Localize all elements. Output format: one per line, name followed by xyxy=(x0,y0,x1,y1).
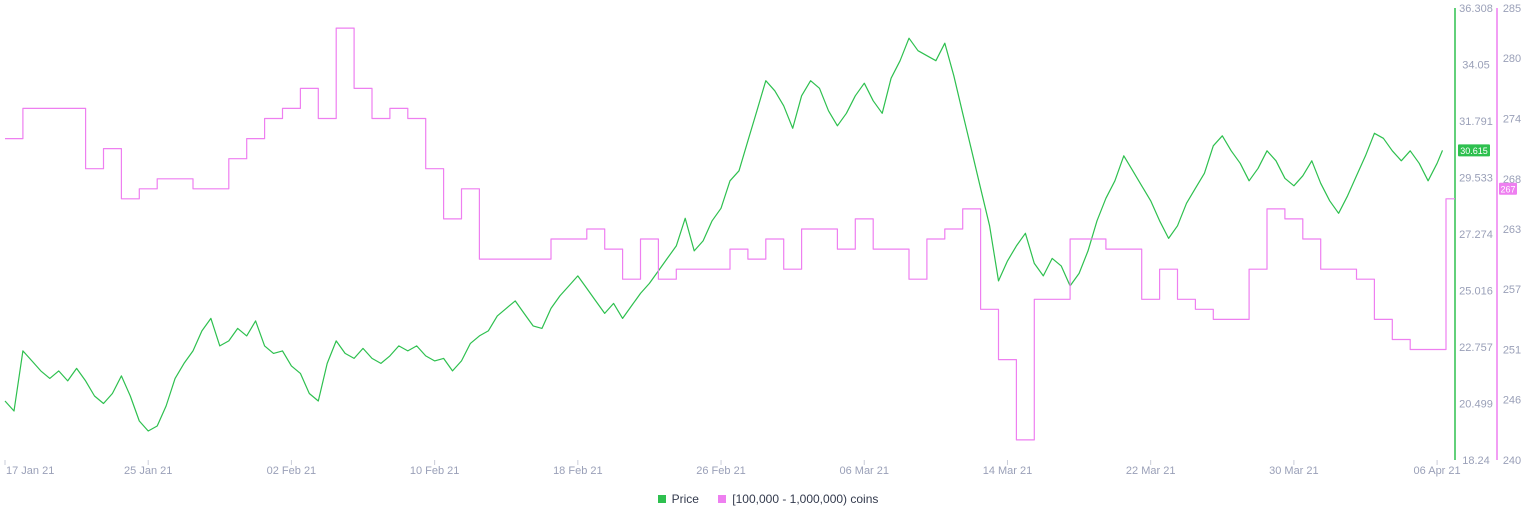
price-tick-label: 29.533 xyxy=(1459,172,1493,184)
series-line-holders xyxy=(5,27,1455,441)
value-badge-label: 30.615 xyxy=(1460,146,1488,156)
holders-tick-label: 280 xyxy=(1503,53,1521,65)
price-axis: 18.24 20.499 22.757 25.016 27.274 29.533 31.79… xyxy=(1454,3,1493,467)
x-tick-label: 30 Mar 21 xyxy=(1269,465,1319,477)
badge-layer: 30.615 267 xyxy=(1458,144,1517,195)
holders-tick-label: 285 xyxy=(1503,3,1521,15)
holders-axis: 240 246 251 257 263 268 274 280 285 xyxy=(1496,3,1521,467)
x-tick-label: 14 Mar 21 xyxy=(983,465,1033,477)
legend-label-holders: [100,000 - 1,000,000) coins xyxy=(732,492,879,506)
legend-item-holders[interactable]: [100,000 - 1,000,000) coins xyxy=(718,492,878,506)
x-tick-label: 26 Feb 21 xyxy=(696,465,746,477)
chart-svg: 17 Jan 21 25 Jan 21 02 Feb 21 10 Feb 21 18 F… xyxy=(4,3,1521,477)
value-badge-label: 267 xyxy=(1500,184,1515,194)
price-tick-label: 34.05 xyxy=(1462,59,1490,71)
price-tick-label: 36.308 xyxy=(1459,3,1493,15)
x-tick-label: 18 Feb 21 xyxy=(553,465,603,477)
holders-tick-label: 246 xyxy=(1503,395,1521,407)
legend-swatch-price xyxy=(657,495,666,503)
x-tick-label: 25 Jan 21 xyxy=(124,465,172,477)
x-tick-label: 06 Apr 21 xyxy=(1414,465,1461,477)
series-layer xyxy=(4,27,1455,441)
price-tick-label: 31.791 xyxy=(1459,116,1493,128)
holders-tick-label: 240 xyxy=(1503,455,1521,467)
price-tick-label: 18.24 xyxy=(1462,455,1490,467)
x-tick-label: 02 Feb 21 xyxy=(267,465,317,477)
price-tick-label: 27.274 xyxy=(1459,229,1493,241)
legend-item-price[interactable]: Price xyxy=(657,492,699,506)
x-tick-label: 22 Mar 21 xyxy=(1126,465,1176,477)
holders-tick-label: 274 xyxy=(1503,113,1521,125)
holders-tick-label: 251 xyxy=(1503,345,1521,357)
holders-tick-label: 268 xyxy=(1503,174,1521,186)
price-tick-label: 22.757 xyxy=(1459,342,1493,354)
legend-label-price: Price xyxy=(671,492,699,506)
value-badge-price xyxy=(1458,144,1490,157)
holders-tick-label: 257 xyxy=(1503,284,1521,296)
x-tick-label: 06 Mar 21 xyxy=(839,465,889,477)
x-axis: 17 Jan 21 25 Jan 21 02 Feb 21 10 Feb 21 18 F… xyxy=(4,460,1461,477)
legend-swatch-holders xyxy=(718,495,727,503)
price-tick-label: 25.016 xyxy=(1459,285,1493,297)
value-badge-holders xyxy=(1499,182,1517,195)
price-tick-label: 20.499 xyxy=(1459,398,1493,410)
legend: Price [100,000 - 1,000,000) coins xyxy=(0,492,1536,506)
x-tick-label: 17 Jan 21 xyxy=(6,465,54,477)
series-line-price xyxy=(4,37,1444,432)
holders-tick-label: 263 xyxy=(1503,224,1521,236)
x-tick-label: 10 Feb 21 xyxy=(410,465,460,477)
